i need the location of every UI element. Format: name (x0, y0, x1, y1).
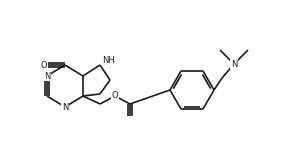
Text: N: N (231, 59, 237, 69)
Text: O: O (40, 61, 47, 70)
Text: N: N (62, 103, 68, 111)
Text: O: O (112, 91, 118, 100)
Text: NH: NH (102, 56, 115, 65)
Text: N: N (44, 71, 50, 81)
